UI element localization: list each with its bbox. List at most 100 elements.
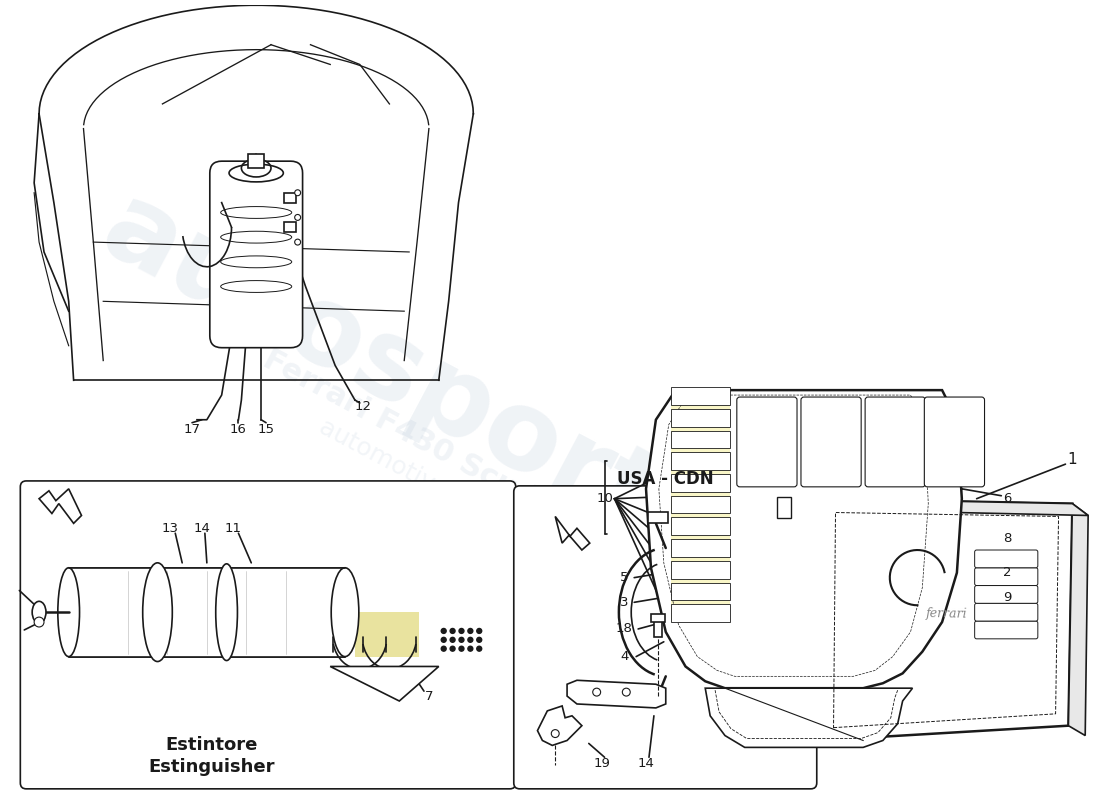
Circle shape [551, 730, 559, 738]
FancyBboxPatch shape [975, 586, 1037, 603]
FancyBboxPatch shape [975, 568, 1037, 586]
Ellipse shape [221, 281, 292, 293]
Bar [671, 582, 730, 600]
Text: 4: 4 [620, 650, 628, 663]
Circle shape [476, 629, 482, 634]
Text: 14: 14 [638, 757, 654, 770]
Circle shape [476, 646, 482, 651]
Bar [778, 497, 791, 518]
Polygon shape [568, 680, 666, 708]
FancyBboxPatch shape [210, 161, 302, 348]
Text: Estinguisher: Estinguisher [148, 758, 275, 776]
Text: 6: 6 [1003, 492, 1012, 505]
Bar [284, 193, 296, 202]
Ellipse shape [221, 231, 292, 243]
Polygon shape [538, 706, 582, 746]
Polygon shape [822, 498, 1088, 515]
Text: 15: 15 [257, 423, 275, 436]
Bar [653, 619, 662, 637]
Text: 16: 16 [230, 423, 246, 436]
Text: 11: 11 [226, 522, 242, 534]
Polygon shape [330, 666, 439, 701]
Circle shape [476, 638, 482, 642]
Circle shape [459, 638, 464, 642]
Ellipse shape [58, 568, 79, 657]
Bar [671, 474, 730, 492]
FancyBboxPatch shape [924, 397, 984, 487]
Circle shape [623, 688, 630, 696]
Polygon shape [646, 390, 961, 688]
Text: 5: 5 [620, 571, 628, 584]
Circle shape [441, 629, 447, 634]
Text: 7: 7 [425, 690, 433, 702]
Text: Estintore: Estintore [166, 737, 258, 754]
Text: USA - CDN: USA - CDN [617, 470, 714, 488]
Circle shape [468, 638, 473, 642]
Text: 14: 14 [194, 522, 210, 534]
Circle shape [295, 190, 300, 196]
Text: 18: 18 [616, 622, 632, 635]
Text: ferrari: ferrari [926, 607, 968, 621]
Circle shape [468, 629, 473, 634]
Text: Ferrari F430 Scuderia: Ferrari F430 Scuderia [258, 344, 600, 545]
Ellipse shape [221, 256, 292, 268]
Polygon shape [40, 489, 81, 523]
Polygon shape [556, 517, 590, 550]
Text: 17: 17 [184, 423, 200, 436]
Text: 8: 8 [1003, 532, 1012, 545]
Text: autosports: autosports [84, 174, 735, 587]
Bar [648, 511, 668, 523]
Bar [671, 539, 730, 557]
Text: 3: 3 [620, 596, 628, 609]
Circle shape [468, 646, 473, 651]
Text: 1: 1 [1068, 452, 1077, 466]
Circle shape [295, 239, 300, 245]
Ellipse shape [216, 564, 238, 661]
Ellipse shape [32, 602, 46, 623]
Bar [68, 568, 345, 657]
Bar [671, 496, 730, 514]
Bar [651, 614, 664, 622]
Bar [671, 604, 730, 622]
Circle shape [459, 646, 464, 651]
FancyBboxPatch shape [975, 603, 1037, 621]
Text: automotive parts site: automotive parts site [315, 415, 563, 562]
Ellipse shape [331, 568, 359, 657]
FancyBboxPatch shape [975, 621, 1037, 639]
Polygon shape [1068, 504, 1088, 735]
Bar [671, 452, 730, 470]
Circle shape [450, 629, 455, 634]
Circle shape [459, 629, 464, 634]
Bar [284, 222, 296, 232]
Bar [671, 409, 730, 426]
Text: 2: 2 [1003, 566, 1012, 579]
Text: 12: 12 [354, 401, 372, 414]
Circle shape [295, 214, 300, 220]
FancyBboxPatch shape [801, 397, 861, 487]
Text: 9: 9 [1003, 591, 1012, 604]
Bar [671, 430, 730, 448]
Polygon shape [705, 688, 913, 747]
Bar [249, 154, 264, 168]
Polygon shape [818, 498, 1072, 741]
Text: 10: 10 [596, 492, 613, 505]
Ellipse shape [221, 206, 292, 218]
Circle shape [450, 646, 455, 651]
Ellipse shape [241, 159, 271, 177]
Bar [671, 405, 730, 622]
Ellipse shape [143, 563, 173, 662]
FancyBboxPatch shape [514, 486, 817, 789]
Bar [671, 561, 730, 578]
Circle shape [34, 617, 44, 627]
Circle shape [450, 638, 455, 642]
FancyBboxPatch shape [737, 397, 797, 487]
FancyBboxPatch shape [865, 397, 925, 487]
FancyBboxPatch shape [20, 481, 516, 789]
FancyBboxPatch shape [975, 550, 1037, 568]
Circle shape [441, 638, 447, 642]
Bar [671, 518, 730, 535]
Bar [671, 387, 730, 405]
Circle shape [593, 688, 601, 696]
Circle shape [441, 646, 447, 651]
Polygon shape [355, 612, 419, 657]
